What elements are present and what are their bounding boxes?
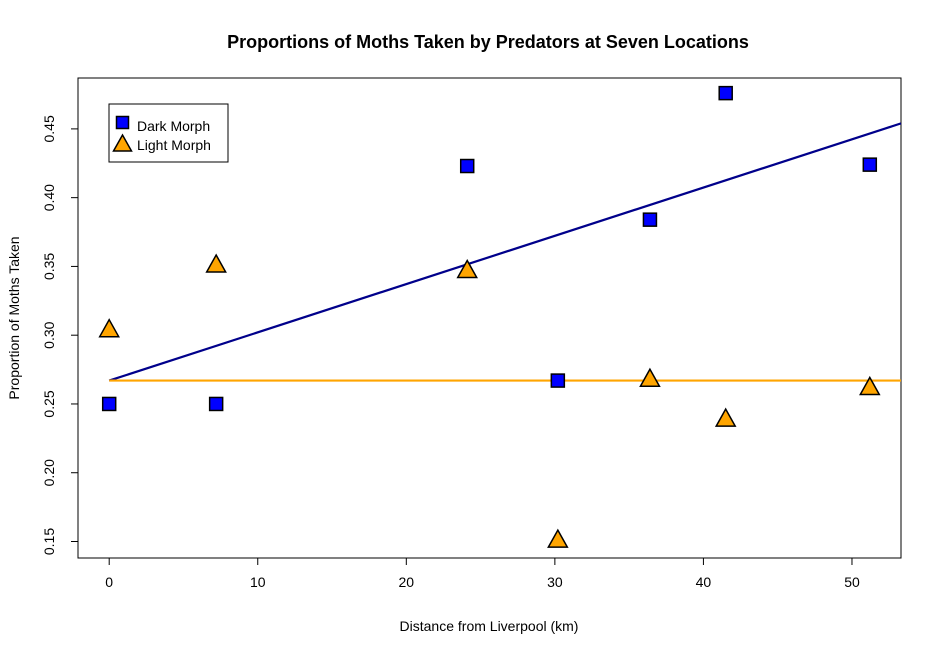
- y-tick-label: 0.35: [41, 253, 57, 280]
- x-tick-label: 0: [105, 574, 113, 590]
- point-dark-morph: [550, 373, 566, 388]
- y-axis-label: Proportion of Moths Taken: [6, 236, 22, 399]
- legend-dark-morph-label: Dark Morph: [137, 118, 210, 134]
- fit-line-dark-morph: [108, 122, 902, 382]
- point-dark-morph: [642, 212, 658, 227]
- point-dark-morph: [459, 158, 475, 174]
- y-tick-label: 0.25: [41, 390, 57, 417]
- x-tick-label: 30: [547, 574, 563, 590]
- point-dark-morph: [208, 396, 224, 412]
- y-tick-label: 0.30: [41, 321, 57, 348]
- point-light-morph: [456, 259, 478, 279]
- point-light-morph: [714, 407, 737, 427]
- point-light-morph: [98, 318, 120, 338]
- chart-title: Proportions of Moths Taken by Predators …: [227, 32, 749, 52]
- legend-box: [108, 103, 229, 163]
- x-tick-label: 20: [399, 574, 415, 590]
- legend-dark-morph-marker: [115, 115, 130, 130]
- fit-lines: [108, 122, 902, 382]
- data-points: [98, 85, 881, 548]
- point-light-morph: [547, 528, 569, 548]
- point-dark-morph: [718, 85, 733, 101]
- point-light-morph: [859, 375, 881, 396]
- point-dark-morph: [862, 157, 878, 172]
- y-tick-label: 0.40: [41, 184, 57, 211]
- x-tick-label: 10: [250, 574, 266, 590]
- y-tick-label: 0.45: [41, 115, 57, 142]
- x-axis: 0 10 20 30 40 50: [105, 557, 860, 590]
- point-light-morph: [639, 367, 661, 387]
- y-axis: 0.15 0.20 0.25 0.30 0.35 0.40 0.45: [41, 115, 79, 555]
- legend-light-morph-marker: [112, 133, 133, 152]
- x-tick-label: 50: [844, 574, 860, 590]
- x-tick-label: 40: [696, 574, 712, 590]
- point-light-morph: [205, 253, 227, 273]
- x-axis-label: Distance from Liverpool (km): [400, 618, 579, 634]
- legend: Dark Morph Light Morph: [108, 103, 229, 163]
- legend-light-morph-label: Light Morph: [137, 137, 211, 153]
- y-tick-label: 0.15: [41, 528, 57, 555]
- y-tick-label: 0.20: [41, 459, 57, 486]
- point-dark-morph: [101, 396, 117, 412]
